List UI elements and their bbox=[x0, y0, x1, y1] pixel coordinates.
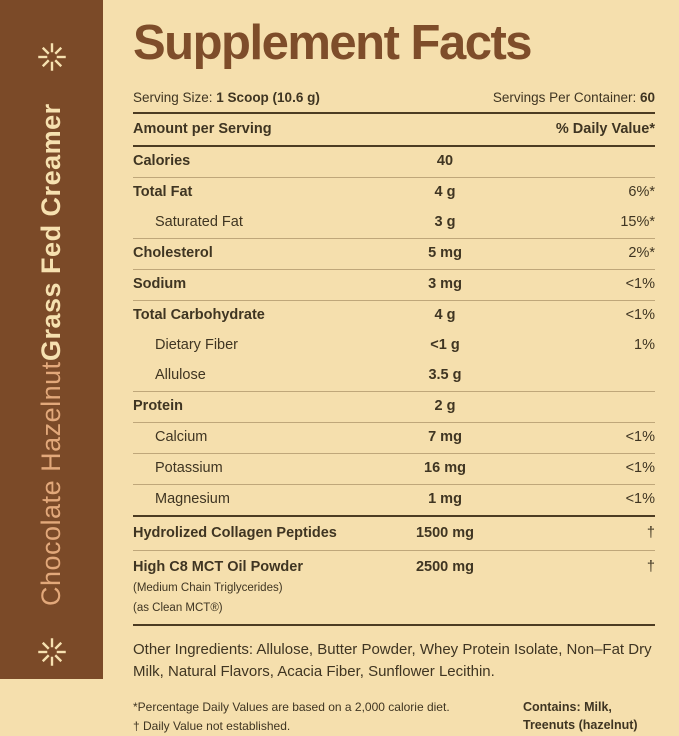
row-amount: 1 mg bbox=[428, 490, 462, 507]
divider bbox=[133, 421, 655, 423]
row-name: Calcium bbox=[155, 428, 208, 445]
asterisk-icon bbox=[37, 638, 66, 666]
table-row-protein: Protein 2 g bbox=[133, 392, 655, 422]
table-row-calories: Calories 40 bbox=[133, 147, 655, 177]
row-dv: <1% bbox=[625, 490, 655, 507]
row-dv: 1% bbox=[634, 337, 655, 353]
footnote-line: *Percentage Daily Values are based on a … bbox=[133, 699, 450, 714]
divider bbox=[133, 514, 655, 517]
row-amount: 4 g bbox=[434, 307, 456, 324]
table-row-cholesterol: Cholesterol 5 mg 2%* bbox=[133, 239, 655, 269]
row-amount: 5 mg bbox=[428, 245, 462, 262]
allergen-contains-note: Contains: Milk, Treenuts (hazelnut) bbox=[523, 698, 655, 736]
divider bbox=[133, 238, 655, 240]
serving-size: Serving Size: 1 Scoop (10.6 g) bbox=[133, 90, 320, 105]
page-title: Supplement Facts bbox=[133, 16, 533, 70]
row-amount: <1 g bbox=[430, 337, 460, 353]
daily-value-header: % Daily Value* bbox=[555, 121, 655, 138]
serving-size-value: 1 Scoop (10.6 g) bbox=[216, 90, 320, 106]
row-amount: 2 g bbox=[434, 397, 456, 414]
row-amount: 3 mg bbox=[428, 276, 462, 293]
table-row-magnesium: Magnesium 1 mg <1% bbox=[133, 485, 655, 515]
row-dv: † bbox=[646, 524, 655, 541]
divider bbox=[133, 145, 655, 148]
row-name: Magnesium bbox=[155, 490, 230, 507]
servings-per-container: Servings Per Container: 60 bbox=[493, 90, 655, 105]
row-subnote: (as Clean MCT®) bbox=[133, 601, 223, 614]
table-row-dietary-fiber: Dietary Fiber <1 g 1% bbox=[133, 331, 655, 361]
row-amount: 4 g bbox=[434, 184, 456, 201]
row-dv: 15%* bbox=[620, 214, 655, 231]
row-dv: † bbox=[646, 558, 655, 575]
row-dv: <1% bbox=[625, 307, 655, 324]
table-row-saturated-fat: Saturated Fat 3 g 15%* bbox=[133, 208, 655, 238]
table-row-calcium: Calcium 7 mg <1% bbox=[133, 423, 655, 453]
footnote-row: *Percentage Daily Values are based on a … bbox=[133, 698, 655, 736]
footnote-line: † Daily Value not established. bbox=[133, 718, 291, 733]
row-amount: 7 mg bbox=[428, 428, 462, 445]
product-name: Grass Fed Creamer bbox=[36, 103, 66, 361]
divider bbox=[133, 623, 655, 626]
divider bbox=[133, 452, 655, 454]
serving-info-row: Serving Size: 1 Scoop (10.6 g) Servings … bbox=[133, 90, 655, 105]
sidebar: Chocolate Hazelnut Grass Fed Creamer bbox=[0, 0, 103, 679]
table-row-total-fat: Total Fat 4 g 6%* bbox=[133, 178, 655, 208]
table-row-total-carbohydrate: Total Carbohydrate 4 g <1% bbox=[133, 301, 655, 331]
other-ingredients-text: Other Ingredients: Allulose, Butter Powd… bbox=[133, 640, 652, 681]
row-amount: 16 mg bbox=[424, 459, 466, 476]
row-amount: 3.5 g bbox=[428, 366, 462, 383]
row-name: Dietary Fiber bbox=[155, 337, 238, 353]
serving-size-label: Serving Size: bbox=[133, 90, 217, 106]
table-row-mct-oil-powder: High C8 MCT Oil Powder (Medium Chain Tri… bbox=[133, 551, 655, 624]
asterisk-icon bbox=[37, 43, 66, 71]
row-name: Protein bbox=[133, 397, 183, 414]
table-header-row: Amount per Serving % Daily Value* bbox=[133, 114, 655, 145]
contains-line: Contains: Milk, bbox=[523, 699, 612, 714]
row-name: Total Fat bbox=[133, 184, 193, 201]
amount-header: Amount per Serving bbox=[133, 121, 272, 138]
row-dv: 6%* bbox=[628, 184, 655, 201]
divider bbox=[133, 177, 655, 179]
table-row-potassium: Potassium 16 mg <1% bbox=[133, 454, 655, 484]
row-dv: <1% bbox=[625, 276, 655, 293]
product-name-vertical: Chocolate Hazelnut Grass Fed Creamer bbox=[36, 72, 67, 637]
row-amount: 40 bbox=[436, 153, 454, 170]
divider bbox=[133, 269, 655, 271]
row-name: Allulose bbox=[155, 366, 206, 383]
row-name: Total Carbohydrate bbox=[133, 307, 265, 324]
row-dv: 2%* bbox=[628, 245, 655, 262]
table-row-allulose: Allulose 3.5 g bbox=[133, 361, 655, 391]
facts-panel: Supplement Facts Serving Size: 1 Scoop (… bbox=[103, 0, 679, 733]
daily-value-footnotes: *Percentage Daily Values are based on a … bbox=[133, 698, 450, 736]
flavor-name: Chocolate Hazelnut bbox=[36, 361, 66, 606]
row-amount: 1500 mg bbox=[415, 524, 475, 541]
row-subnote: (Medium Chain Triglycerides) bbox=[133, 581, 283, 594]
servings-label: Servings Per Container: bbox=[492, 90, 640, 106]
divider bbox=[133, 300, 655, 302]
divider bbox=[133, 390, 655, 392]
row-name-block: High C8 MCT Oil Powder (Medium Chain Tri… bbox=[133, 558, 375, 616]
row-name: Calories bbox=[133, 153, 191, 170]
row-name: Hydrolized Collagen Peptides bbox=[133, 524, 337, 541]
divider bbox=[133, 483, 655, 485]
row-name: Saturated Fat bbox=[155, 214, 243, 231]
divider bbox=[133, 112, 655, 115]
row-dv: <1% bbox=[625, 459, 655, 476]
row-amount: 3 g bbox=[434, 214, 456, 231]
row-name: Potassium bbox=[155, 459, 223, 476]
servings-value: 60 bbox=[639, 90, 655, 106]
contains-line: Treenuts (hazelnut) bbox=[523, 718, 638, 733]
table-row-sodium: Sodium 3 mg <1% bbox=[133, 270, 655, 300]
row-amount: 2500 mg bbox=[415, 558, 475, 575]
row-name: Cholesterol bbox=[133, 245, 213, 262]
table-row-collagen-peptides: Hydrolized Collagen Peptides 1500 mg † bbox=[133, 517, 655, 550]
divider bbox=[133, 549, 655, 551]
row-name: High C8 MCT Oil Powder bbox=[133, 558, 303, 575]
row-name: Sodium bbox=[133, 276, 187, 293]
row-dv: <1% bbox=[625, 428, 655, 445]
